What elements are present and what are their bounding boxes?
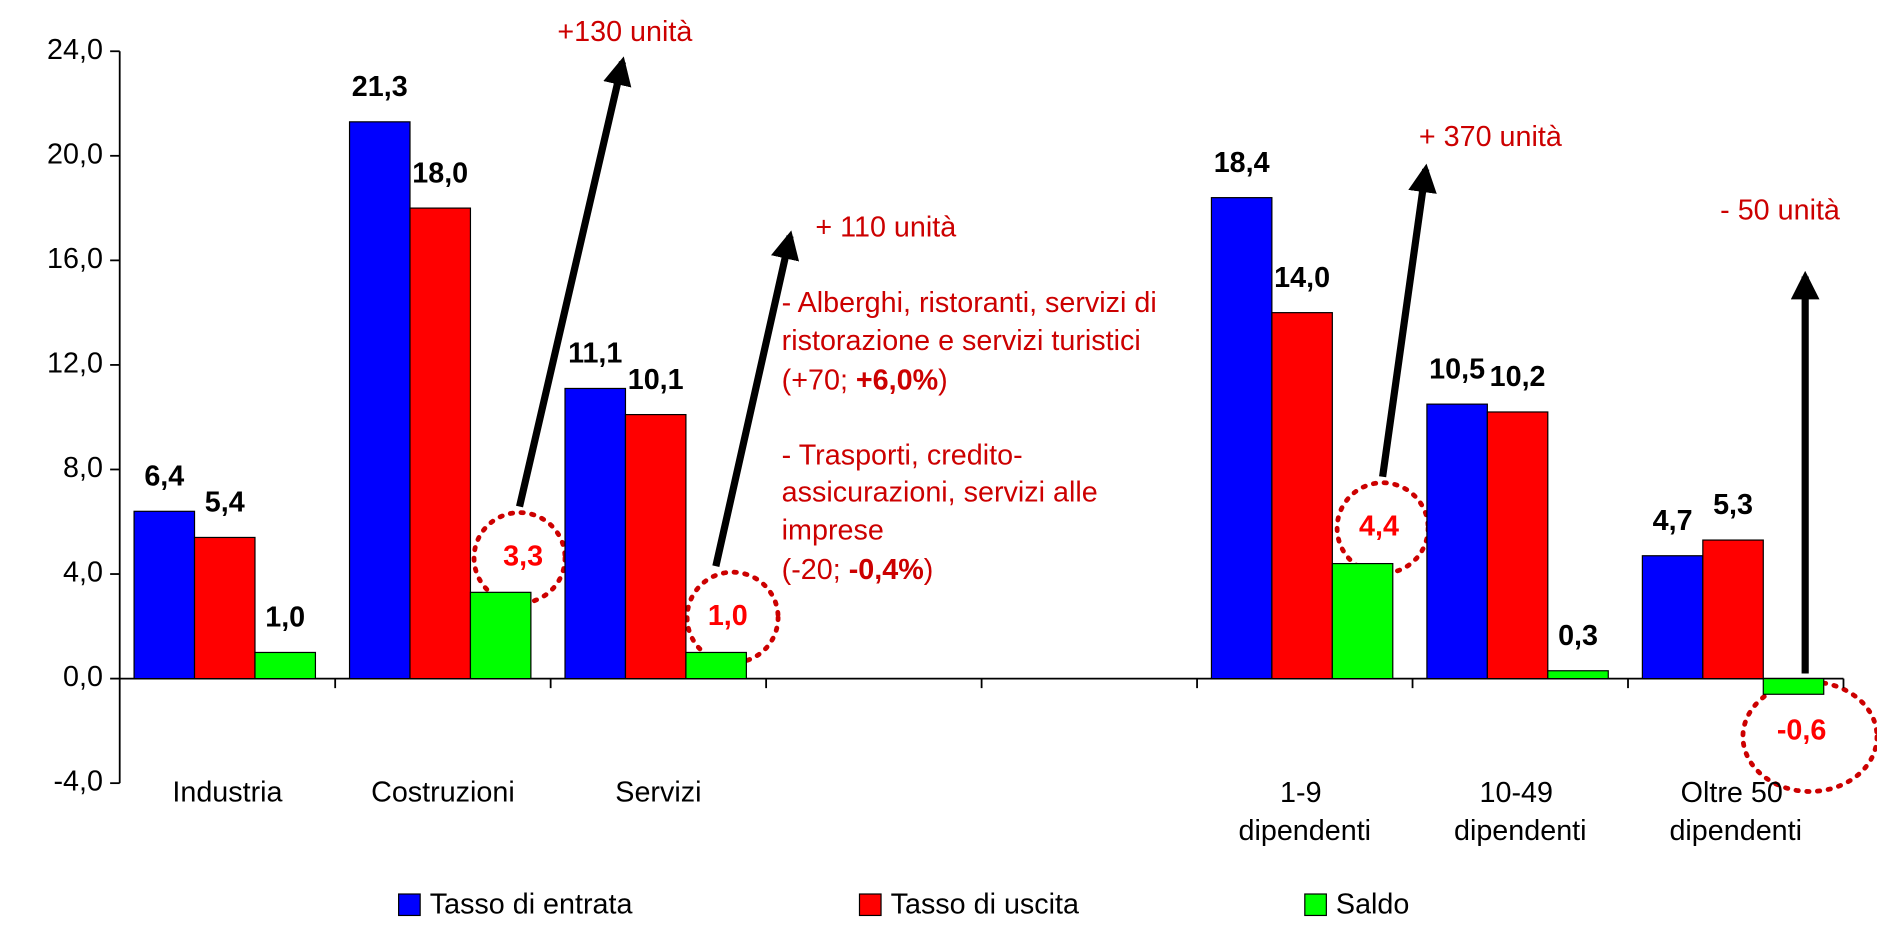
annotation: + 370 unità (1419, 121, 1562, 153)
bar (348, 121, 411, 680)
note-line: ristorazione e servizi turistici (782, 325, 1141, 357)
legend-swatch (398, 893, 421, 917)
legend-swatch (1304, 893, 1327, 917)
y-tick-label: 24,0 (47, 34, 103, 66)
bar (1486, 411, 1549, 680)
bar (1702, 539, 1764, 680)
value-label: 6,4 (144, 461, 184, 493)
bar (1426, 403, 1488, 680)
value-label: 18,4 (1214, 147, 1270, 179)
note-part: ristorazione e servizi turistici (782, 325, 1141, 357)
value-label: 1,0 (265, 602, 305, 634)
bar (1641, 555, 1704, 680)
legend-swatch (858, 893, 882, 917)
value-label: 4,7 (1653, 505, 1693, 537)
note-line: imprese (782, 514, 884, 546)
note-part: (-20; (782, 554, 849, 586)
legend-label: Tasso di uscita (891, 889, 1079, 921)
legend-label: Tasso di entrata (430, 889, 633, 921)
y-tick-label: 0,0 (63, 661, 103, 693)
note-part: ) (924, 554, 934, 586)
bar (133, 510, 196, 680)
value-label: 18,0 (412, 157, 468, 189)
note-line: - Trasporti, credito- (782, 439, 1023, 471)
annotation: +130 unità (557, 16, 692, 48)
note-line: (+70; +6,0%) (782, 364, 948, 396)
bar (564, 387, 627, 680)
value-label: 5,4 (205, 487, 245, 519)
x-tick-label: Industria (172, 776, 282, 808)
bar (1331, 562, 1394, 680)
bar (409, 207, 472, 680)
bar (193, 536, 256, 680)
bar (1210, 197, 1273, 680)
bar (469, 591, 532, 680)
value-label: 11,1 (568, 338, 622, 370)
value-label: 10,1 (628, 364, 684, 396)
y-tick-label: 8,0 (63, 452, 103, 484)
note-part: - Trasporti, credito- (782, 439, 1023, 471)
y-tick-label: 16,0 (47, 243, 103, 275)
note-line: (-20; -0,4%) (782, 554, 934, 586)
note-part: - Alberghi, ristoranti, servizi di (782, 287, 1157, 319)
arrow (712, 230, 800, 567)
x-tick-label: 10-49 dipendenti (1454, 776, 1587, 846)
note-part: -0,4% (849, 554, 924, 586)
y-tick-label: 4,0 (63, 557, 103, 589)
note-part: +6,0% (856, 364, 938, 396)
value-label: 3,3 (503, 540, 543, 572)
y-tick-label: 12,0 (47, 348, 103, 380)
note-part: assicurazioni, servizi alle (782, 476, 1098, 508)
bar (254, 651, 317, 680)
note-line: - Alberghi, ristoranti, servizi di (782, 287, 1157, 319)
legend-label: Saldo (1336, 889, 1409, 921)
value-label: 1,0 (708, 600, 748, 632)
y-tick-label: -4,0 (53, 766, 102, 798)
value-label: 4,4 (1359, 511, 1399, 543)
highlight-circle (1740, 679, 1877, 794)
arrow (516, 56, 632, 508)
annotation: + 110 unità (815, 211, 956, 243)
value-label: -0,6 (1777, 715, 1826, 747)
x-tick-label: Servizi (615, 776, 701, 808)
bar (1271, 312, 1333, 680)
x-tick-label: Costruzioni (371, 776, 515, 808)
value-label: 21,3 (352, 71, 408, 103)
x-tick-label: Oltre 50 dipendenti (1669, 776, 1802, 846)
value-label: 14,0 (1274, 262, 1330, 294)
bar (624, 413, 687, 680)
y-tick-label: 20,0 (47, 138, 103, 170)
arrow (1379, 163, 1437, 478)
note-part: (+70; (782, 364, 856, 396)
value-label: 5,3 (1713, 489, 1753, 521)
x-tick-label: 1-9 dipendenti (1239, 776, 1372, 846)
note-part: imprese (782, 514, 884, 546)
value-label: 0,3 (1558, 620, 1598, 652)
note-part: ) (938, 364, 948, 396)
annotation: - 50 unità (1720, 195, 1840, 227)
bar (1762, 677, 1825, 695)
bar (1547, 670, 1609, 680)
highlight-circle (684, 569, 781, 666)
value-label: 10,5 (1429, 353, 1485, 385)
bar (685, 651, 747, 680)
note-line: assicurazioni, servizi alle (782, 476, 1098, 508)
value-label: 10,2 (1490, 361, 1546, 393)
arrows (516, 56, 1820, 674)
